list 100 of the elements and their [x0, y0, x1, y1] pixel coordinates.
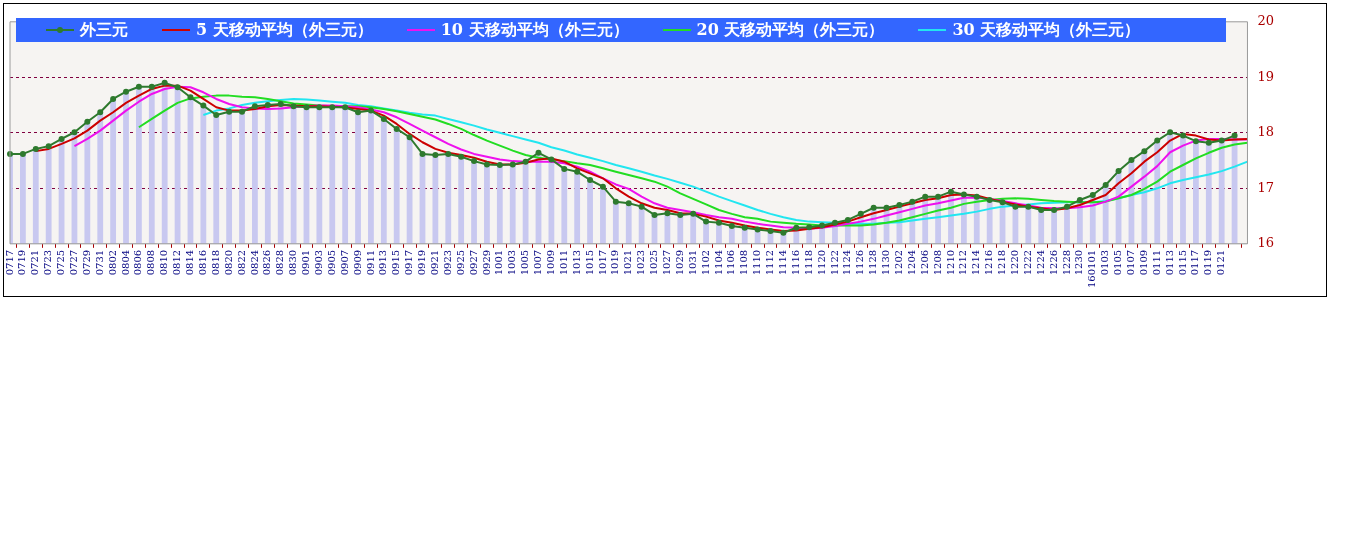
x-tick-label: 1023 [635, 249, 647, 276]
y-tick-label: 16 [1257, 235, 1274, 251]
x-tick-label: 1005 [519, 249, 531, 276]
x-tick-label: 1126 [854, 249, 866, 276]
x-tick-label: 1224 [1034, 249, 1046, 276]
x-tick-label: 0115 [1176, 249, 1188, 276]
x-tick-label: 1124 [841, 249, 853, 276]
x-tick-label: 0830 [287, 249, 299, 276]
x-tick-label: 1011 [557, 249, 569, 276]
x-tick-label: 1017 [596, 249, 608, 276]
x-tick-label: 0109 [1137, 249, 1149, 276]
legend-label: 20 天移动平均（外三元） [696, 19, 885, 41]
x-tick-label: 0812 [171, 249, 183, 276]
x-tick-label: 0929 [480, 249, 492, 276]
x-tick-label: 0903 [312, 249, 324, 276]
x-tick-label: 0824 [248, 249, 260, 276]
x-tick-label: 1212 [957, 249, 969, 276]
x-tick-label: 0826 [261, 249, 273, 276]
x-tick-label: 1218 [996, 249, 1008, 276]
y-tick-label: 17 [1257, 179, 1274, 195]
x-tick-label: 1204 [905, 249, 917, 276]
x-tick-label: 0717 [3, 249, 15, 276]
x-tick-label: 0925 [454, 249, 466, 276]
x-tick-label: 1003 [506, 249, 518, 276]
x-tick-label: 0121 [1215, 249, 1227, 276]
x-tick-label: 0808 [145, 249, 157, 276]
x-tick-label: 1104 [712, 249, 724, 276]
x-tick-label: 0909 [351, 249, 363, 276]
x-tick-label: 0806 [132, 249, 144, 276]
y-tick-label: 19 [1257, 68, 1274, 84]
x-tick-label: 0907 [338, 249, 350, 276]
x-tick-label: 0911 [364, 249, 376, 276]
x-tick-label: 1228 [1060, 249, 1072, 276]
x-tick-label: 1230 [1073, 249, 1085, 276]
x-tick-label: 0818 [209, 249, 221, 276]
x-tick-label: 1031 [686, 249, 698, 276]
x-tick-label: 1106 [725, 249, 737, 276]
x-tick-label: 0804 [119, 249, 131, 276]
x-tick-label: 0113 [1163, 249, 1175, 276]
x-tick-label: 1128 [867, 249, 879, 276]
x-tick-label: 1208 [931, 249, 943, 276]
x-tick-label: 0905 [325, 249, 337, 276]
x-tick-label: 1102 [699, 249, 711, 276]
x-tick-label: 1120 [815, 249, 827, 276]
x-tick-label: 1009 [544, 249, 556, 276]
legend-label: 30 天移动平均（外三元） [952, 19, 1141, 41]
x-tick-label: 1021 [622, 249, 634, 276]
x-tick-label: 1206 [918, 249, 930, 276]
x-tick-label: 0915 [390, 249, 402, 276]
x-tick-label: 0721 [29, 249, 41, 276]
x-tick-label: 0927 [467, 249, 479, 276]
x-tick-label: 160101 [1086, 249, 1098, 289]
y-tick-label: 18 [1257, 124, 1274, 140]
x-tick-label: 1220 [1009, 249, 1021, 276]
x-tick-label: 0731 [93, 249, 105, 276]
x-tick-label: 1216 [983, 249, 995, 276]
x-tick-label: 0105 [1112, 249, 1124, 276]
x-tick-label: 1122 [828, 249, 840, 276]
x-tick-label: 0921 [428, 249, 440, 276]
x-tick-label: 0919 [416, 249, 428, 276]
x-tick-label: 0729 [80, 249, 92, 276]
x-tick-label: 1214 [970, 249, 982, 276]
x-tick-label: 0119 [1202, 249, 1214, 276]
x-tick-label: 1019 [609, 249, 621, 276]
x-tick-label: 0111 [1150, 249, 1162, 276]
x-tick-label: 1025 [648, 249, 660, 276]
x-tick-label: 0810 [158, 249, 170, 276]
x-tick-label: 0107 [1125, 249, 1137, 276]
x-tick-label: 1013 [570, 249, 582, 276]
x-tick-label: 0917 [403, 249, 415, 276]
x-tick-label: 0822 [235, 249, 247, 276]
x-tick-label: 1118 [802, 249, 814, 276]
x-tick-label: 1130 [880, 249, 892, 276]
x-tick-label: 1112 [764, 249, 776, 276]
y-tick-label: 20 [1257, 13, 1274, 29]
x-tick-label: 1108 [738, 249, 750, 276]
x-tick-label: 0723 [42, 249, 54, 276]
x-tick-label: 1222 [1021, 249, 1033, 276]
x-tick-label: 0719 [16, 249, 28, 276]
x-tick-label: 0727 [68, 249, 80, 276]
x-tick-label: 0901 [300, 249, 312, 276]
x-tick-label: 0802 [106, 249, 118, 276]
legend-label: 5 天移动平均（外三元） [196, 19, 373, 41]
x-tick-label: 1001 [493, 249, 505, 276]
x-tick-label: 0820 [222, 249, 234, 276]
x-tick-label: 1202 [893, 249, 905, 276]
x-tick-label: 1015 [583, 249, 595, 276]
x-tick-label: 0814 [184, 249, 196, 276]
x-tick-label: 1210 [944, 249, 956, 276]
legend-label: 10 天移动平均（外三元） [440, 19, 629, 41]
x-tick-label: 1110 [751, 249, 763, 276]
x-tick-label: 1116 [789, 249, 801, 276]
x-tick-label: 0117 [1189, 249, 1201, 276]
x-tick-label: 0923 [441, 249, 453, 276]
x-tick-label: 1114 [777, 249, 789, 276]
x-tick-label: 0816 [196, 249, 208, 276]
x-tick-label: 0103 [1099, 249, 1111, 276]
x-tick-label: 0913 [377, 249, 389, 276]
x-tick-label: 1007 [532, 249, 544, 276]
x-tick-label: 0828 [274, 249, 286, 276]
